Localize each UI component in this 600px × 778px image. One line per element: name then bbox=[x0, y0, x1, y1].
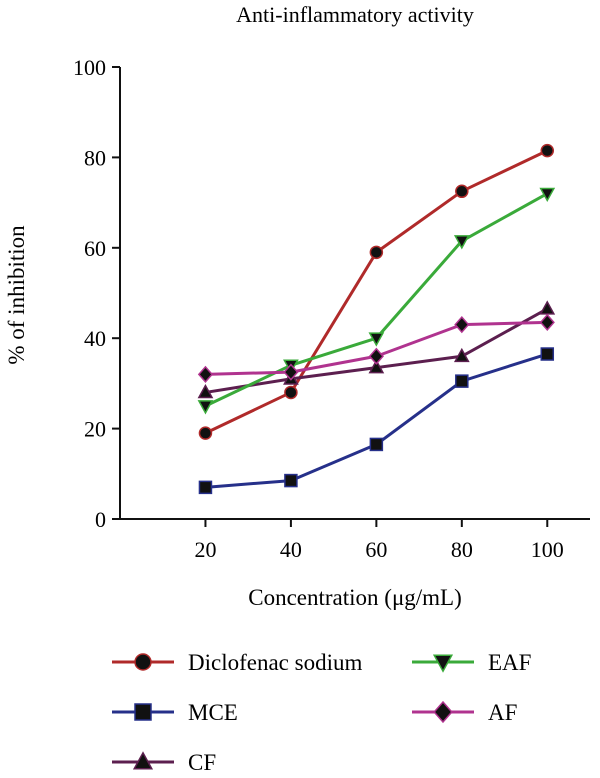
legend-marker-mce bbox=[134, 703, 152, 721]
y-tick-label: 80 bbox=[84, 145, 106, 170]
legend-marker-eaf bbox=[432, 654, 454, 673]
data-point-mce bbox=[369, 437, 384, 452]
legend-label-cf: CF bbox=[188, 750, 216, 775]
legend-item-diclofenac-sodium: Diclofenac sodium bbox=[112, 650, 362, 675]
data-point-cf bbox=[453, 347, 470, 363]
x-tick-label: 40 bbox=[280, 537, 302, 562]
data-point-eaf bbox=[197, 400, 214, 415]
data-point-mce bbox=[284, 473, 298, 488]
y-tick-label: 0 bbox=[95, 507, 106, 532]
data-point-cf bbox=[539, 300, 556, 315]
series-line-diclofenac-sodium bbox=[204, 149, 548, 435]
y-tick-label: 100 bbox=[73, 55, 106, 80]
data-point-diclofenac-sodium bbox=[455, 184, 469, 199]
legend-label-eaf: EAF bbox=[488, 650, 531, 675]
legend-item-af: AF bbox=[412, 700, 517, 725]
data-point-af bbox=[283, 363, 299, 381]
x-axis-label: Concentration (μg/mL) bbox=[248, 585, 462, 610]
y-tick-label: 60 bbox=[84, 236, 106, 261]
y-tick-label: 40 bbox=[84, 326, 106, 351]
data-point-diclofenac-sodium bbox=[369, 245, 384, 260]
data-point-eaf bbox=[368, 332, 385, 347]
data-point-diclofenac-sodium bbox=[284, 385, 298, 400]
series-markers bbox=[197, 143, 556, 495]
data-point-mce bbox=[198, 480, 213, 495]
data-point-af bbox=[539, 313, 555, 332]
data-point-mce bbox=[455, 374, 469, 388]
x-tick-label: 100 bbox=[531, 537, 564, 562]
data-point-af bbox=[197, 365, 214, 383]
data-point-cf bbox=[368, 359, 385, 374]
data-point-af bbox=[368, 347, 384, 365]
axes: 0 20 40 60 80 100 20 40 60 80 100 bbox=[73, 55, 590, 562]
legend-marker-diclofenac-sodium bbox=[134, 653, 152, 671]
legend-marker-af bbox=[433, 700, 453, 724]
series-lines bbox=[204, 149, 549, 489]
data-point-diclofenac-sodium bbox=[198, 426, 213, 440]
y-axis-label: % of inhibition bbox=[4, 225, 29, 365]
legend-label-mce: MCE bbox=[188, 700, 238, 725]
data-point-eaf bbox=[453, 235, 470, 250]
legend-label-diclofenac-sodium: Diclofenac sodium bbox=[188, 650, 362, 675]
x-tick-label: 20 bbox=[194, 537, 216, 562]
data-point-mce bbox=[540, 347, 555, 361]
chart-title: Anti-inflammatory activity bbox=[236, 2, 474, 27]
x-tick-label: 80 bbox=[451, 537, 473, 562]
y-tick-label: 20 bbox=[84, 417, 106, 442]
data-point-cf bbox=[197, 383, 214, 399]
x-tick-label: 60 bbox=[365, 537, 387, 562]
data-point-af bbox=[454, 316, 470, 334]
legend-item-eaf: EAF bbox=[412, 650, 531, 675]
legend: Diclofenac sodium MCE CF EAF AF bbox=[112, 650, 531, 775]
data-point-eaf bbox=[539, 187, 556, 203]
legend-item-mce: MCE bbox=[112, 700, 238, 725]
legend-item-cf: CF bbox=[112, 750, 216, 775]
legend-marker-cf bbox=[132, 751, 154, 770]
data-point-diclofenac-sodium bbox=[540, 143, 555, 158]
legend-label-af: AF bbox=[488, 700, 517, 725]
